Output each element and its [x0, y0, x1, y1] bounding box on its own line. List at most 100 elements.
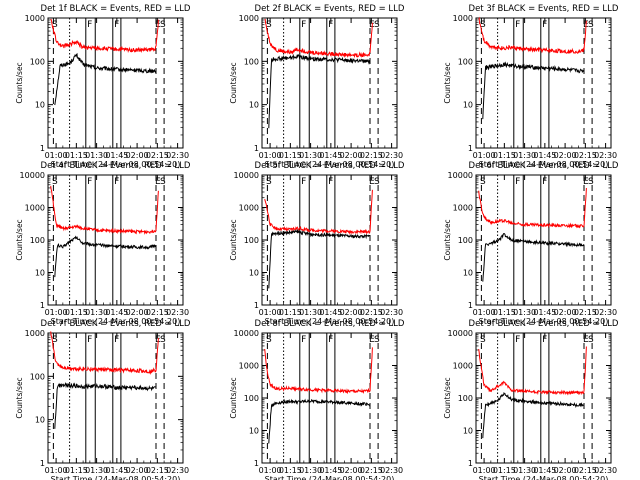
x-tick-label: 02:30: [166, 151, 189, 160]
x-tick-label: 01:30: [299, 308, 322, 317]
panel-det-3f: Det 3f BLACK = Events, RED = LLD 1 10 100 10…: [443, 4, 619, 169]
lld-series-line: [264, 18, 373, 59]
y-axis-label: Counts/sec: [15, 62, 24, 103]
marker-flare-label: F: [87, 20, 92, 30]
x-tick-label: 02:30: [594, 308, 617, 317]
panel-det-2f: Det 2f BLACK = Events, RED = LLD 1 10 100 10…: [229, 4, 405, 169]
lld-series-line: [478, 346, 587, 396]
x-tick-label: 02:00: [126, 466, 149, 475]
y-tick-label: 10: [249, 427, 259, 436]
x-tick-label: 02:30: [594, 466, 617, 475]
marker-start-label: S: [52, 177, 58, 187]
y-tick-label: 10000: [234, 329, 259, 338]
x-tick-label: 02:30: [166, 466, 189, 475]
y-tick-label: 1: [40, 144, 45, 153]
y-tick-label: 1000: [239, 204, 259, 213]
panel-det-7f: Det 7f BLACK = Events, RED = LLD 1 10 100 10…: [15, 319, 191, 480]
marker-flare-label: F: [114, 20, 119, 30]
x-tick-label: 01:00: [259, 308, 282, 317]
marker-start-label: S: [52, 20, 58, 30]
events-series-line: [54, 52, 156, 106]
x-tick-label: 01:15: [493, 308, 516, 317]
marker-end-label: E: [369, 177, 375, 187]
x-tick-label: 01:45: [319, 308, 342, 317]
x-tick-label: 01:15: [65, 466, 88, 475]
x-tick-label: 01:30: [85, 466, 108, 475]
y-tick-label: 1000: [25, 14, 45, 23]
plot-frame: [47, 174, 184, 306]
x-tick-label: 02:15: [574, 308, 597, 317]
x-axis-label: Start Time (24-Mar-08 00:54:20): [265, 475, 395, 480]
y-tick-label: 10: [35, 269, 45, 278]
panel-title: Det 7f BLACK = Events, RED = LLD: [41, 319, 191, 329]
y-tick-label: 1000: [239, 362, 259, 371]
x-axis-label: Start Time (24-Mar-08 00:54:20): [479, 317, 609, 326]
x-tick-label: 02:00: [126, 308, 149, 317]
x-tick-label: 02:15: [574, 466, 597, 475]
marker-flare-label: F: [301, 335, 306, 345]
y-axis-label: Counts/sec: [15, 219, 24, 260]
y-tick-label: 10: [35, 416, 45, 425]
x-tick-label: 01:15: [65, 308, 88, 317]
plot-frame: [475, 17, 612, 149]
y-tick-label: 10: [463, 269, 473, 278]
x-tick-label: 01:15: [279, 466, 302, 475]
y-tick-label: 100: [244, 236, 259, 245]
x-tick-label: 02:00: [554, 308, 577, 317]
x-tick-label: 02:15: [146, 466, 169, 475]
y-tick-label: 100: [458, 57, 473, 66]
x-tick-label: 01:30: [299, 151, 322, 160]
y-tick-label: 1: [254, 144, 259, 153]
y-tick-label: 1000: [453, 14, 473, 23]
marker-end-label: E: [155, 177, 161, 187]
x-tick-label: 01:30: [85, 308, 108, 317]
y-tick-label: 1000: [25, 204, 45, 213]
plot-frame: [47, 17, 184, 149]
x-axis-label: Start Time (24-Mar-08 00:54:20): [51, 317, 181, 326]
y-tick-label: 10: [35, 101, 45, 110]
marker-end-s-label: S: [588, 335, 594, 345]
x-tick-label: 02:30: [166, 308, 189, 317]
x-tick-label: 01:30: [513, 308, 536, 317]
y-tick-label: 100: [244, 57, 259, 66]
x-tick-label: 01:45: [105, 151, 128, 160]
x-tick-label: 01:00: [473, 466, 496, 475]
x-tick-label: 02:00: [554, 151, 577, 160]
marker-flare-label: F: [87, 335, 92, 345]
x-tick-label: 02:15: [146, 308, 169, 317]
x-tick-label: 02:00: [340, 466, 363, 475]
panel-title: Det 2f BLACK = Events, RED = LLD: [255, 4, 405, 14]
panel-title: Det 8f BLACK = Events, RED = LLD: [255, 319, 405, 329]
x-tick-label: 01:15: [493, 151, 516, 160]
y-tick-label: 1000: [239, 14, 259, 23]
x-axis-label: Start Time (24-Mar-08 00:54:20): [479, 160, 609, 169]
events-series-line: [54, 235, 157, 278]
y-tick-label: 100: [458, 236, 473, 245]
lld-series-line: [478, 187, 587, 229]
x-tick-label: 02:30: [380, 308, 403, 317]
plot-frame: [261, 174, 398, 306]
y-tick-label: 1000: [453, 204, 473, 213]
x-tick-label: 01:00: [45, 308, 68, 317]
panel-title: Det 1f BLACK = Events, RED = LLD: [41, 4, 191, 14]
y-axis-label: Counts/sec: [229, 219, 238, 260]
x-tick-label: 01:30: [85, 151, 108, 160]
y-tick-label: 100: [30, 57, 45, 66]
x-tick-label: 01:15: [279, 308, 302, 317]
plot-frame: [261, 332, 398, 464]
marker-flare-label: F: [542, 177, 547, 187]
events-series-line: [54, 382, 156, 429]
y-tick-label: 10000: [448, 329, 473, 338]
marker-end-s-label: S: [588, 20, 594, 30]
x-tick-label: 01:30: [513, 151, 536, 160]
x-tick-label: 01:00: [45, 466, 68, 475]
marker-start-label: S: [480, 20, 486, 30]
marker-start-label: S: [266, 20, 272, 30]
marker-flare-label: F: [328, 335, 333, 345]
x-tick-label: 02:15: [360, 308, 383, 317]
x-tick-label: 02:30: [594, 151, 617, 160]
panel-det-9f: Det 9f BLACK = Events, RED = LLD 1 10 100 10…: [443, 319, 619, 480]
y-axis-label: Counts/sec: [443, 219, 452, 260]
marker-flare-label: F: [114, 177, 119, 187]
